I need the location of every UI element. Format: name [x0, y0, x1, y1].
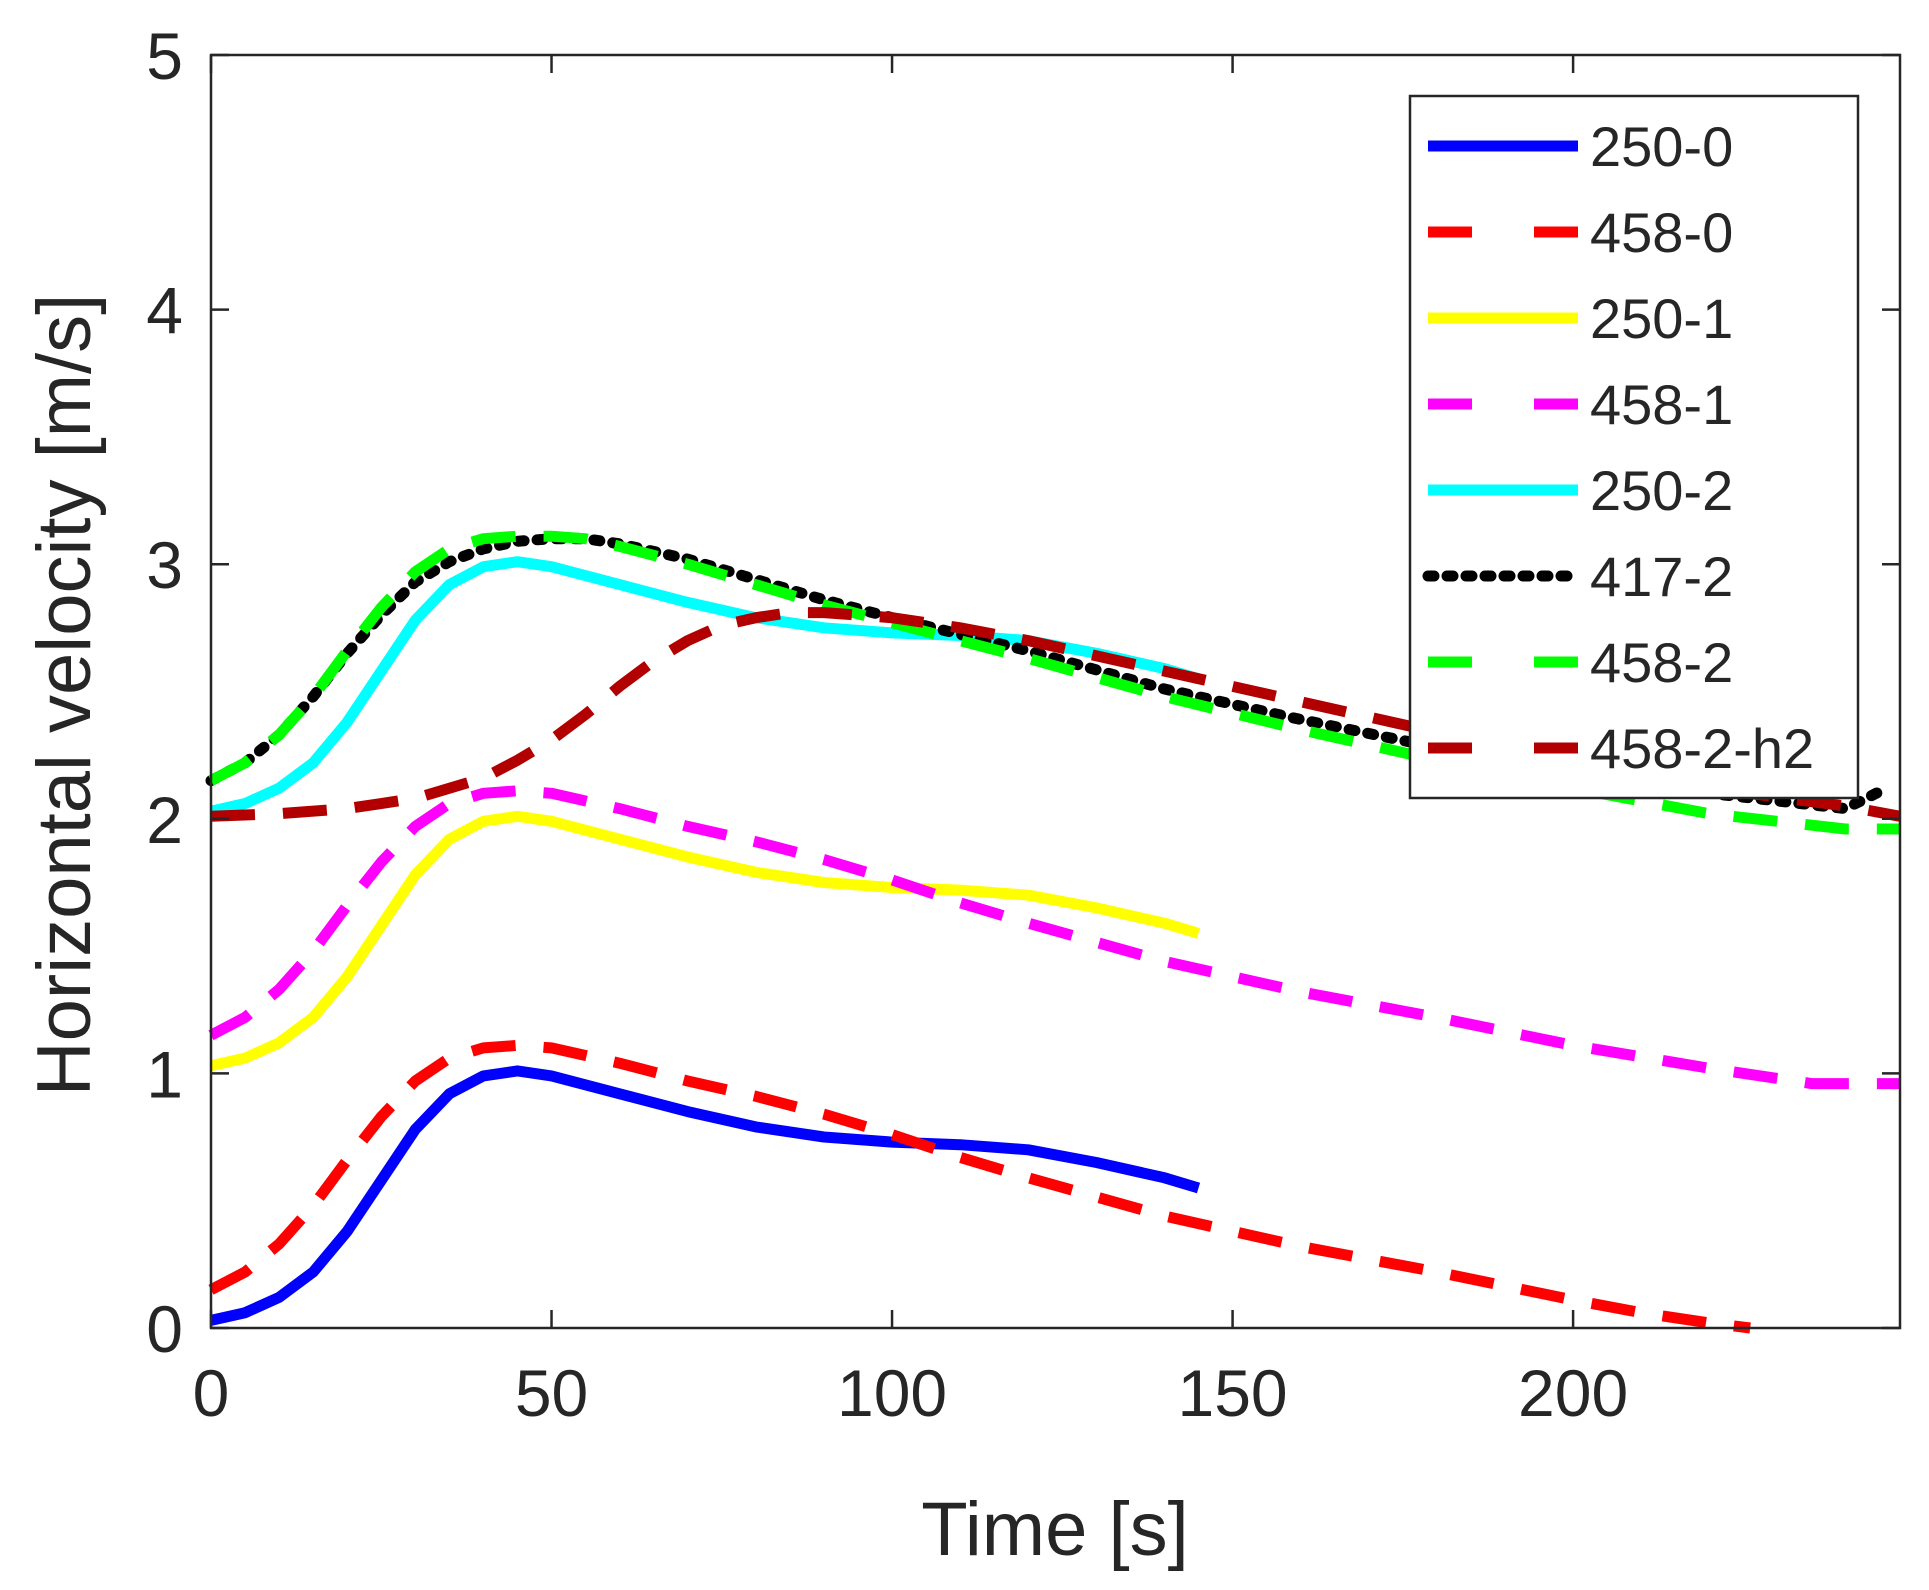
legend-label-417-2: 417-2: [1590, 545, 1733, 608]
x-tick-label: 0: [193, 1356, 230, 1430]
legend-label-250-2: 250-2: [1590, 459, 1733, 522]
series-line-250-1: [209, 810, 1201, 1072]
y-tick-label: 3: [146, 528, 183, 602]
axes-box: [209, 53, 1902, 1330]
y-tick-label: 1: [146, 1037, 183, 1111]
legend-label-250-0: 250-0: [1590, 115, 1733, 178]
x-tick-label: 150: [1178, 1356, 1288, 1430]
y-tick-label: 2: [146, 783, 183, 857]
legend: 250-0 458-0 250-1 458-1 250-2 417-2 458-2 458-2…: [1408, 94, 1860, 800]
legend-label-458-2-h2: 458-2-h2: [1590, 717, 1814, 780]
series-line-458-2: [208, 530, 1900, 835]
tick-labels: 0 50 100 150 200 0 1 2 3 4 5: [146, 19, 1628, 1430]
series-line-458-0: [208, 1039, 1751, 1334]
legend-box: [1408, 94, 1860, 800]
axes: [209, 53, 1902, 1330]
y-tick-label: 0: [146, 1292, 183, 1366]
y-tick-label: 4: [146, 274, 183, 348]
legend-label-250-1: 250-1: [1590, 287, 1733, 350]
x-tick-label: 200: [1518, 1356, 1628, 1430]
series-line-458-1: [208, 785, 1900, 1090]
series-line-250-0: [209, 1065, 1201, 1326]
y-tick-label: 5: [146, 19, 183, 93]
x-tick-label: 100: [837, 1356, 947, 1430]
legend-label-458-2: 458-2: [1590, 631, 1733, 694]
y-axis-label: Horizontal velocity [m/s]: [22, 294, 107, 1096]
legend-label-458-0: 458-0: [1590, 201, 1733, 264]
legend-label-458-1: 458-1: [1590, 373, 1733, 436]
series-line-250-2: [209, 556, 1201, 817]
x-tick-label: 50: [515, 1356, 588, 1430]
x-axis-label: Time [s]: [921, 1487, 1188, 1572]
